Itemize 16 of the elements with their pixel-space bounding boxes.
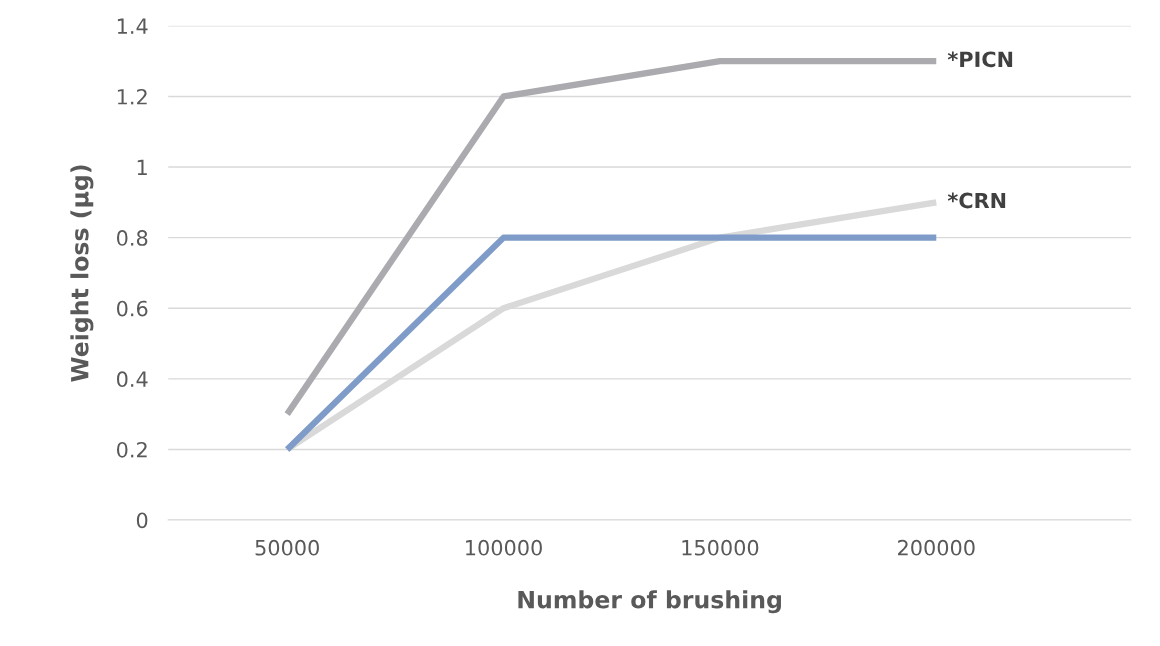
x-tick-label: 150000: [682, 539, 759, 556]
y-tick-label: 1.4: [117, 18, 148, 34]
x-tick-label: 200000: [898, 539, 975, 556]
y-tick-label: 1.2: [117, 88, 147, 105]
y-axis-title: Weight loss (µg): [70, 165, 94, 382]
y-tick-label: 0: [136, 512, 148, 529]
x-axis-title: Number of brushing: [518, 590, 781, 614]
series-label: *CRN: [947, 192, 1006, 209]
y-tick-label: 0.2: [117, 441, 147, 458]
y-tick-label: 0.8: [117, 230, 148, 246]
series-label: *PICN: [947, 51, 1013, 68]
y-tick-label: 0.6: [117, 300, 148, 317]
y-tick-label: 1: [137, 159, 147, 175]
x-tick-label: 100000: [466, 539, 542, 556]
y-tick-label: 0.4: [117, 371, 148, 388]
x-tick-label: 50000: [255, 539, 319, 556]
